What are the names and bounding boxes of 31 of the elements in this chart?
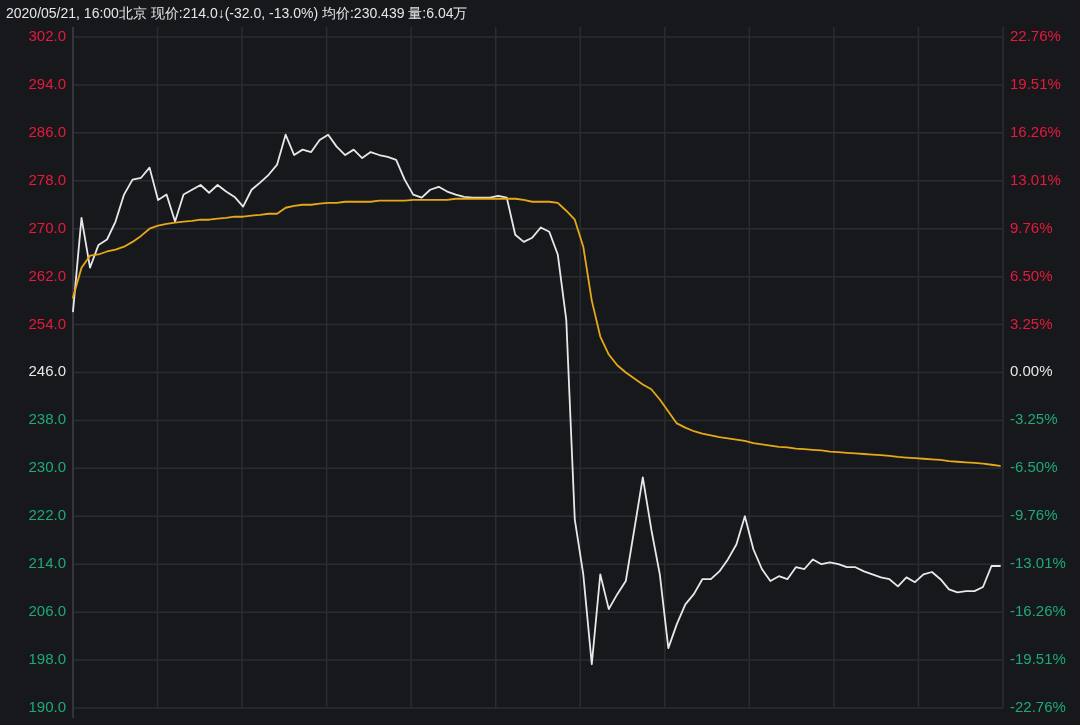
y2-tick-label: 16.26% [1010,122,1061,140]
y-tick-label: 238.0 [28,410,66,428]
y-tick-label: 246.0 [28,362,66,380]
y-tick-label: 294.0 [28,74,66,92]
y-tick-label: 270.0 [28,218,66,236]
y2-tick-label: 22.76% [1010,26,1061,44]
y2-tick-label: 13.01% [1010,170,1061,188]
y2-tick-label: 19.51% [1010,74,1061,92]
y2-tick-label: -6.50% [1010,458,1058,476]
y2-tick-label: -3.25% [1010,410,1058,428]
y-tick-label: 206.0 [28,602,66,620]
y2-tick-label: 3.25% [1010,314,1053,332]
y2-tick-label: -19.51% [1010,650,1066,668]
y-tick-label: 302.0 [28,26,66,44]
y2-tick-label: 6.50% [1010,266,1053,284]
y-tick-label: 262.0 [28,266,66,284]
y2-tick-label: -9.76% [1010,506,1058,524]
y-tick-label: 286.0 [28,122,66,140]
y2-tick-label: -16.26% [1010,602,1066,620]
y-tick-label: 190.0 [28,697,66,715]
y-tick-label: 214.0 [28,554,66,572]
y2-tick-label: 0.00% [1010,362,1053,380]
y-tick-label: 222.0 [28,506,66,524]
y-tick-label: 278.0 [28,170,66,188]
y-tick-label: 198.0 [28,650,66,668]
y-tick-label: 230.0 [28,458,66,476]
y2-tick-label: -13.01% [1010,554,1066,572]
y-tick-label: 254.0 [28,314,66,332]
y2-tick-label: 9.76% [1010,218,1053,236]
chart-title: 2020/05/21, 16:00北京 现价:214.0↓(-32.0, -13.0%) 均价:230.439 量:6.04万 [6,4,468,21]
y2-tick-label: -22.76% [1010,697,1066,715]
